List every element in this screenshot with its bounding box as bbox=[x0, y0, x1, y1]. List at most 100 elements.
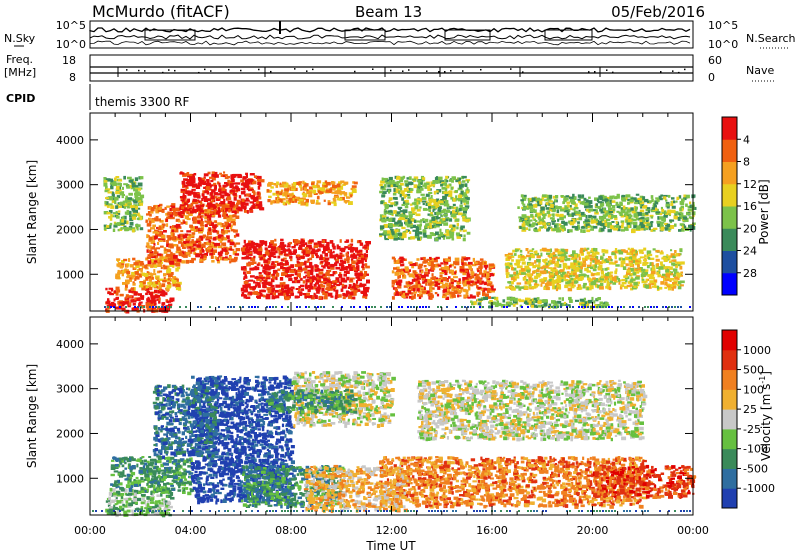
range-gate-cell bbox=[112, 181, 117, 184]
range-gate-cell bbox=[535, 198, 541, 202]
range-gate-cell bbox=[229, 204, 234, 208]
range-gate-cell bbox=[246, 178, 251, 183]
range-gate-cell bbox=[232, 204, 236, 208]
range-gate-cell bbox=[130, 287, 135, 291]
range-gate-cell bbox=[123, 227, 128, 230]
range-gate-cell bbox=[167, 238, 171, 241]
range-gate-cell bbox=[186, 172, 190, 176]
range-gate-cell bbox=[350, 254, 354, 258]
range-gate-cell bbox=[272, 269, 278, 273]
range-gate-cell bbox=[453, 266, 457, 269]
range-gate-cell bbox=[258, 254, 262, 258]
range-gate-cell bbox=[562, 275, 567, 279]
range-gate-cell bbox=[648, 283, 652, 287]
range-gate-cell bbox=[267, 245, 272, 249]
range-gate-cell bbox=[324, 253, 329, 257]
range-gate-cell bbox=[305, 249, 311, 253]
range-gate-cell bbox=[284, 188, 290, 192]
range-gate-cell bbox=[225, 182, 228, 187]
range-gate-cell bbox=[257, 248, 263, 252]
range-gate-cell bbox=[137, 293, 142, 296]
range-gate-cell bbox=[302, 186, 305, 191]
range-gate-cell bbox=[624, 256, 629, 261]
range-gate-cell bbox=[536, 273, 541, 278]
range-gate-cell bbox=[246, 210, 249, 214]
range-gate-cell bbox=[509, 274, 514, 278]
range-gate-cell bbox=[626, 269, 631, 273]
range-gate-cell bbox=[637, 197, 642, 202]
range-gate-cell bbox=[166, 235, 171, 238]
range-gate-cell bbox=[270, 246, 275, 250]
range-gate-cell bbox=[217, 259, 221, 264]
range-gate-cell bbox=[625, 194, 631, 198]
range-gate-cell bbox=[536, 222, 541, 225]
range-gate-cell bbox=[632, 221, 638, 226]
range-gate-cell bbox=[149, 286, 153, 291]
range-gate-cell bbox=[261, 276, 265, 279]
range-gate-cell bbox=[592, 277, 596, 280]
range-gate-cell bbox=[552, 251, 556, 256]
range-gate-cell bbox=[617, 227, 621, 232]
range-gate-cell bbox=[162, 293, 166, 297]
range-gate-cell bbox=[542, 213, 547, 217]
range-gate-cell bbox=[241, 247, 245, 252]
range-gate-cell bbox=[602, 226, 606, 229]
range-gate-cell bbox=[288, 278, 293, 282]
range-gate-cell bbox=[167, 249, 172, 253]
range-gate-cell bbox=[199, 206, 204, 210]
range-gate-cell bbox=[440, 279, 443, 282]
range-gate-cell bbox=[136, 297, 141, 301]
range-gate-cell bbox=[198, 200, 202, 204]
range-gate-cell bbox=[642, 206, 647, 209]
range-gate-cell bbox=[362, 293, 368, 297]
range-gate-cell bbox=[649, 214, 654, 218]
range-gate-cell bbox=[350, 238, 354, 243]
range-gate-cell bbox=[589, 278, 593, 282]
range-gate-cell bbox=[444, 272, 448, 276]
range-gate-cell bbox=[413, 293, 416, 296]
range-gate-cell bbox=[275, 260, 279, 263]
range-gate-cell bbox=[576, 218, 579, 221]
range-gate-cell bbox=[507, 286, 513, 289]
range-gate-cell bbox=[338, 185, 343, 188]
range-gate-cell bbox=[480, 288, 484, 291]
range-gate-cell bbox=[330, 263, 335, 268]
range-gate-cell bbox=[145, 303, 151, 307]
range-gate-cell bbox=[145, 257, 149, 261]
range-gate-cell bbox=[254, 281, 258, 284]
range-gate-cell bbox=[283, 271, 288, 275]
range-gate-cell bbox=[552, 256, 556, 261]
range-gate-cell bbox=[548, 262, 551, 266]
range-gate-cell bbox=[178, 220, 181, 223]
range-gate-cell bbox=[591, 252, 597, 257]
range-gate-cell bbox=[635, 227, 641, 230]
range-gate-cell bbox=[323, 280, 328, 285]
range-gate-cell bbox=[591, 296, 594, 301]
range-gate-cell bbox=[254, 284, 258, 288]
range-gate-cell bbox=[629, 199, 634, 203]
range-gate-cell bbox=[615, 220, 618, 224]
range-gate-cell bbox=[314, 282, 320, 285]
range-gate-cell bbox=[123, 220, 127, 224]
range-gate-cell bbox=[338, 281, 343, 286]
range-gate-cell bbox=[640, 219, 646, 223]
range-gate-cell bbox=[147, 296, 150, 300]
range-gate-cell bbox=[427, 263, 431, 266]
range-gate-cell bbox=[248, 253, 253, 256]
range-gate-cell bbox=[158, 308, 163, 313]
range-gate-cell bbox=[581, 302, 585, 305]
range-gate-cell bbox=[571, 218, 576, 222]
range-gate-cell bbox=[279, 185, 284, 188]
range-gate-cell bbox=[192, 198, 196, 202]
range-gate-cell bbox=[523, 194, 527, 197]
range-gate-cell bbox=[151, 273, 154, 277]
range-gate-cell bbox=[255, 175, 259, 180]
range-gate-cell bbox=[554, 248, 559, 252]
range-gate-cell bbox=[507, 252, 513, 256]
range-gate-cell bbox=[485, 276, 490, 279]
range-gate-cell bbox=[448, 276, 451, 279]
range-gate-cell bbox=[105, 226, 110, 229]
range-gate-cell bbox=[664, 222, 669, 226]
range-gate-cell bbox=[222, 212, 226, 216]
range-gate-cell bbox=[165, 218, 168, 222]
